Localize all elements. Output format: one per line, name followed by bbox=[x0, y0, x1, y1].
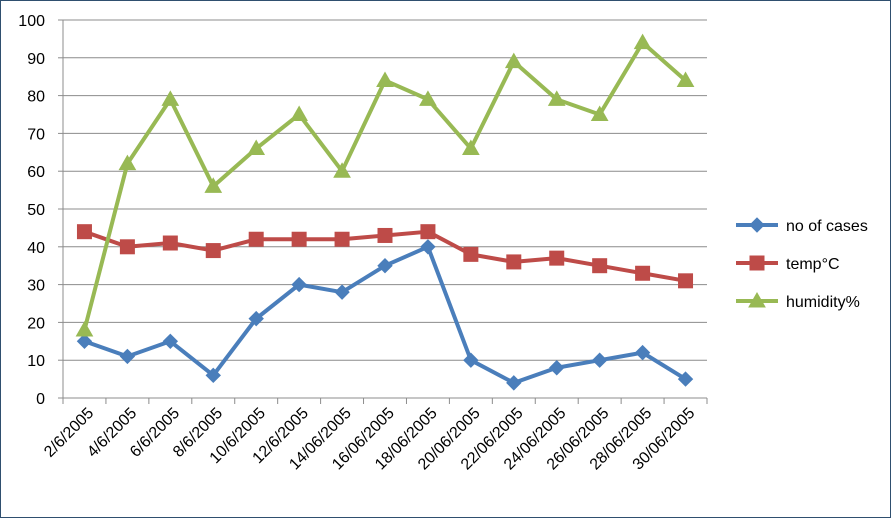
series-temp-c bbox=[76, 224, 694, 289]
data-point-temp-c bbox=[291, 231, 307, 247]
data-point-humidity bbox=[547, 90, 566, 106]
data-point-temp-c bbox=[592, 258, 608, 274]
data-point-humidity bbox=[290, 105, 308, 121]
data-point-humidity bbox=[118, 154, 137, 171]
legend-marker bbox=[748, 291, 766, 308]
data-point-humidity bbox=[504, 52, 523, 69]
y-tick-label: 70 bbox=[27, 126, 45, 143]
y-tick-label: 10 bbox=[27, 353, 45, 370]
data-point-humidity bbox=[247, 139, 266, 156]
series-humidity bbox=[75, 33, 695, 337]
data-point-no-of-cases bbox=[119, 348, 136, 365]
data-point-temp-c bbox=[506, 254, 522, 270]
series-group bbox=[75, 33, 695, 391]
data-point-humidity bbox=[161, 90, 180, 106]
data-point-temp-c bbox=[549, 250, 565, 266]
y-tick-label: 80 bbox=[27, 89, 45, 106]
data-point-humidity bbox=[75, 320, 94, 337]
axes bbox=[58, 19, 708, 404]
y-tick-label: 20 bbox=[27, 315, 45, 332]
data-point-no-of-cases bbox=[205, 367, 221, 384]
data-point-no-of-cases bbox=[76, 333, 93, 350]
x-tick-labels: 2/6/20054/6/20056/6/20058/6/200510/6/200… bbox=[41, 405, 698, 474]
legend-item-temp-c: temp°C bbox=[736, 255, 840, 273]
data-point-no-of-cases bbox=[677, 371, 694, 387]
y-tick-label: 90 bbox=[27, 51, 45, 68]
data-point-temp-c bbox=[162, 235, 178, 251]
data-point-no-of-cases bbox=[248, 310, 264, 327]
data-point-no-of-cases bbox=[591, 352, 608, 368]
data-point-temp-c bbox=[463, 246, 479, 262]
data-point-no-of-cases bbox=[377, 257, 393, 274]
legend: no of cases temp°C humidity% bbox=[736, 217, 868, 311]
legend-marker bbox=[749, 217, 765, 233]
legend-label: temp°C bbox=[786, 256, 840, 273]
data-point-no-of-cases bbox=[334, 284, 350, 300]
legend-item-no-of-cases: no of cases bbox=[736, 217, 868, 235]
data-point-temp-c bbox=[334, 231, 350, 247]
data-point-humidity bbox=[419, 90, 437, 106]
legend-item-humidity: humidity% bbox=[736, 291, 860, 311]
legend-marker bbox=[749, 255, 765, 271]
data-point-humidity bbox=[204, 177, 223, 193]
data-point-temp-c bbox=[377, 227, 393, 243]
data-point-temp-c bbox=[119, 239, 135, 255]
data-point-humidity bbox=[462, 139, 480, 156]
data-point-humidity bbox=[376, 71, 394, 87]
y-tick-label: 40 bbox=[27, 240, 45, 257]
data-point-no-of-cases bbox=[420, 239, 436, 255]
data-point-no-of-cases bbox=[634, 344, 651, 361]
data-point-temp-c bbox=[678, 273, 694, 289]
series-no-of-cases bbox=[76, 239, 694, 391]
legend-label: humidity% bbox=[786, 294, 860, 311]
y-tick-label: 60 bbox=[27, 164, 45, 181]
y-tick-label: 0 bbox=[36, 391, 45, 408]
data-point-no-of-cases bbox=[162, 333, 179, 350]
data-point-temp-c bbox=[205, 243, 221, 259]
data-point-no-of-cases bbox=[549, 360, 565, 376]
data-point-no-of-cases bbox=[291, 276, 307, 293]
y-tick-label: 100 bbox=[18, 13, 45, 30]
legend-label: no of cases bbox=[786, 218, 868, 235]
data-point-temp-c bbox=[635, 265, 651, 281]
data-point-temp-c bbox=[420, 224, 436, 240]
y-tick-label: 30 bbox=[27, 278, 45, 295]
data-point-no-of-cases bbox=[506, 375, 522, 391]
data-point-temp-c bbox=[76, 224, 92, 240]
gridlines bbox=[63, 19, 707, 361]
y-tick-labels: 0 10 20 30 40 50 60 70 80 90 100 bbox=[18, 13, 45, 408]
data-point-humidity bbox=[676, 71, 695, 87]
data-point-temp-c bbox=[248, 231, 264, 247]
data-point-no-of-cases bbox=[463, 352, 479, 368]
data-point-humidity bbox=[333, 162, 351, 178]
data-point-humidity bbox=[590, 105, 609, 121]
data-point-humidity bbox=[633, 33, 652, 50]
y-tick-label: 50 bbox=[27, 202, 45, 219]
